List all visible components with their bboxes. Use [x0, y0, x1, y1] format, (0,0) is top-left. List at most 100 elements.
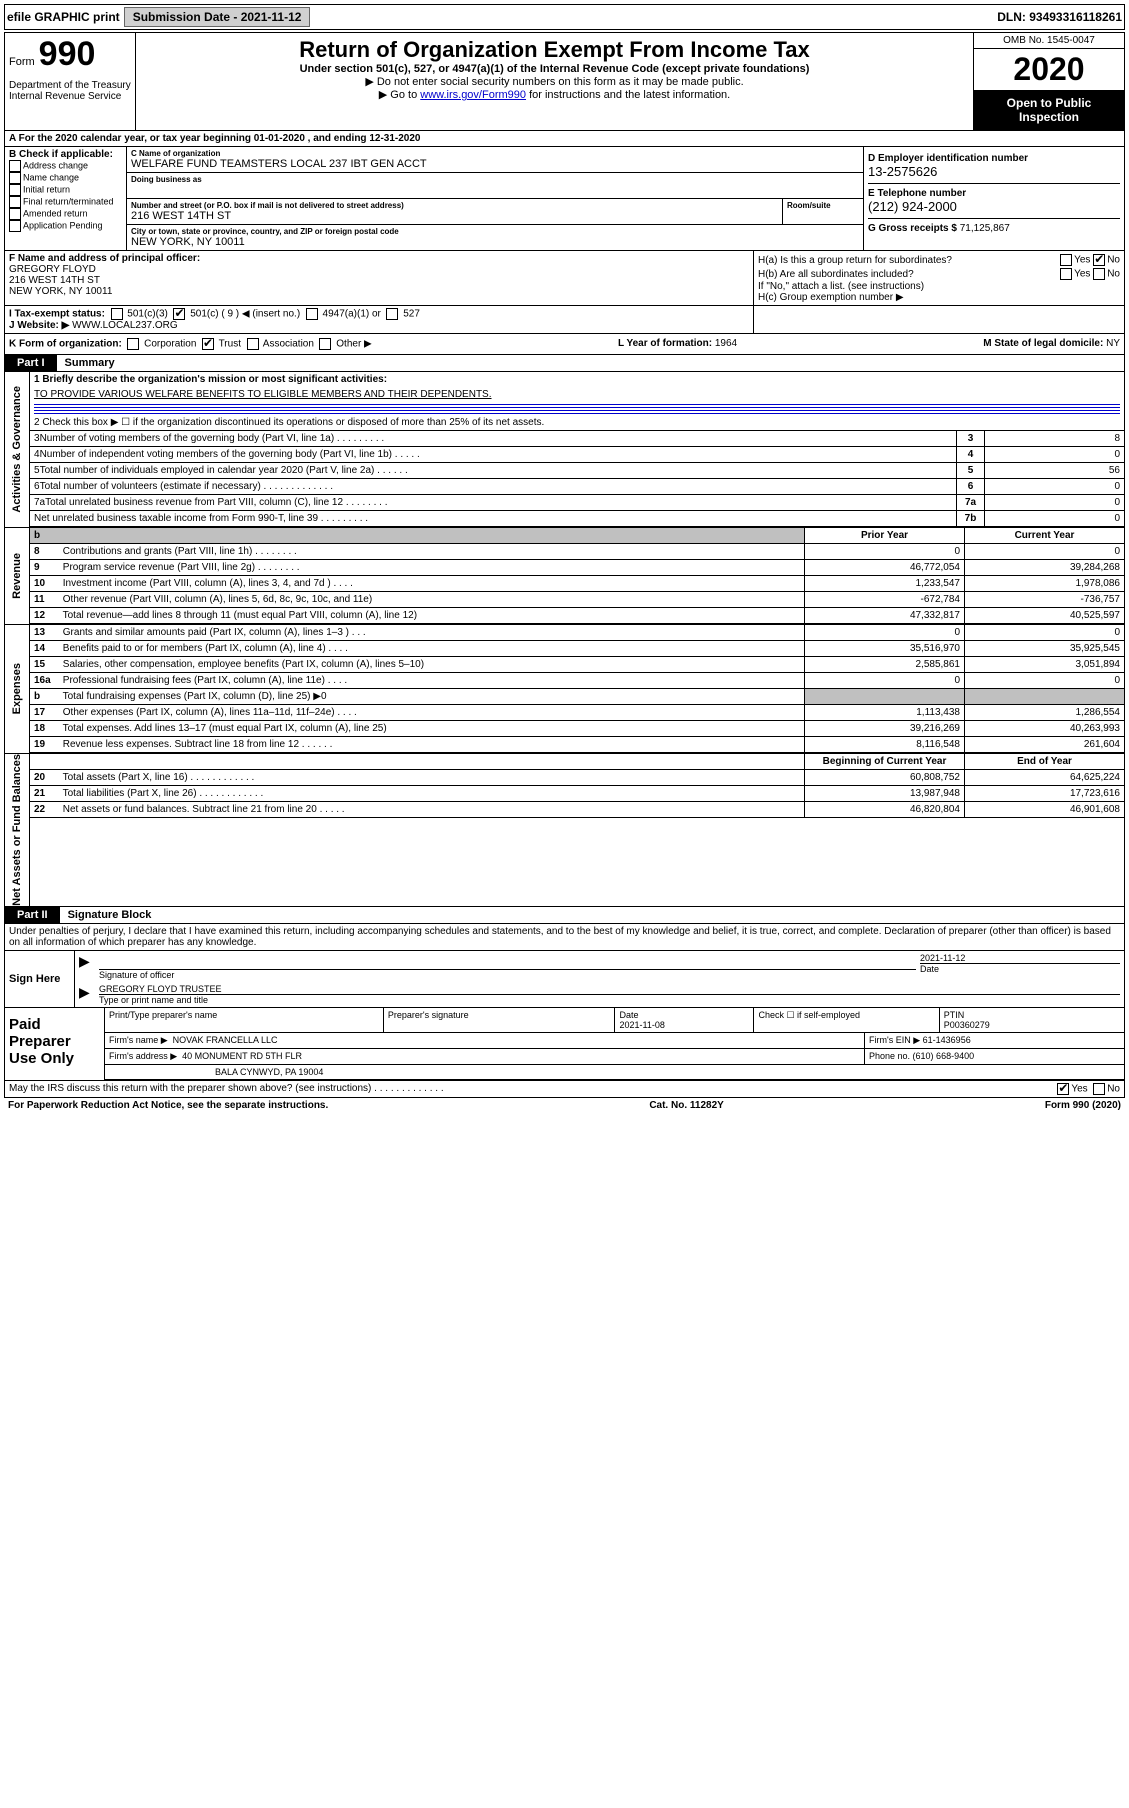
dba-value [131, 184, 859, 196]
form-footer: Form 990 (2020) [1045, 1100, 1121, 1111]
fin-row-curr: 261,604 [964, 737, 1124, 753]
fin-row-curr: 17,723,616 [964, 786, 1124, 802]
m-state: M State of legal domicile: NY [983, 338, 1120, 350]
fin-row-label: 19 Revenue less expenses. Subtract line … [30, 737, 804, 753]
preparer-block: Paid Preparer Use Only Print/Type prepar… [4, 1008, 1125, 1081]
form-word: Form [9, 56, 35, 68]
fin-row-prior: 1,233,547 [804, 576, 964, 592]
fin-row-curr: 35,925,545 [964, 641, 1124, 657]
pra-notice: For Paperwork Reduction Act Notice, see … [8, 1100, 328, 1111]
submission-date-btn[interactable]: Submission Date - 2021-11-12 [124, 7, 311, 27]
fin-row-curr: 46,901,608 [964, 802, 1124, 818]
cb-final-return[interactable]: Final return/terminated [9, 196, 122, 208]
fin-row-label: 15 Salaries, other compensation, employe… [30, 657, 804, 673]
gov-row-val: 56 [984, 463, 1124, 479]
line-1: 1 Briefly describe the organization's mi… [30, 372, 1124, 387]
rev-table: b Prior Year Current Year 8 Contribution… [30, 528, 1124, 624]
sig-date-label: Date [920, 963, 1120, 974]
hdr-curr: Current Year [964, 528, 1124, 544]
section-expenses: Expenses 13 Grants and similar amounts p… [4, 625, 1125, 754]
part2-title: Signature Block [68, 909, 152, 921]
street-value: 216 WEST 14TH ST [131, 210, 778, 222]
i-status: I Tax-exempt status: 501(c)(3) 501(c) ( … [5, 306, 754, 333]
cb-initial-return[interactable]: Initial return [9, 184, 122, 196]
fin-row-label: 13 Grants and similar amounts paid (Part… [30, 625, 804, 641]
form-num-990: 990 [39, 35, 96, 74]
fin-row-curr: 40,263,993 [964, 721, 1124, 737]
k-trust: Trust [219, 339, 241, 350]
firm-addr2: BALA CYNWYD, PA 19004 [105, 1065, 1124, 1080]
cat-no: Cat. No. 11282Y [649, 1100, 723, 1111]
discuss-yesno: Yes No [1057, 1083, 1120, 1095]
fin-row-curr: 40,525,597 [964, 608, 1124, 624]
street-label: Number and street (or P.O. box if mail i… [131, 201, 778, 210]
mission-text: TO PROVIDE VARIOUS WELFARE BENEFITS TO E… [30, 387, 1124, 402]
org-name: WELFARE FUND TEAMSTERS LOCAL 237 IBT GEN… [131, 158, 859, 170]
cb-name-change[interactable]: Name change [9, 172, 122, 184]
header-left: Form 990 Department of the Treasury Inte… [5, 33, 136, 130]
rev-blank: b [30, 528, 804, 544]
fin-row-label: 10 Investment income (Part VIII, column … [30, 576, 804, 592]
part1-title: Summary [65, 357, 115, 369]
typed-name-label: Type or print name and title [99, 994, 1120, 1005]
phone-label: E Telephone number [868, 188, 1120, 199]
row-klm: K Form of organization: Corporation Trus… [4, 334, 1125, 355]
na-hdr-prior: Beginning of Current Year [804, 754, 964, 770]
phone-value: (212) 924-2000 [868, 199, 1120, 214]
gov-row-num: 7a [956, 495, 984, 511]
return-title: Return of Organization Exempt From Incom… [142, 37, 967, 63]
vert-expenses: Expenses [5, 625, 30, 753]
section-governance: Activities & Governance 1 Briefly descri… [4, 372, 1125, 528]
gov-table: 3 Number of voting members of the govern… [30, 430, 1124, 527]
tax-year: 2020 [974, 49, 1124, 90]
city-value: NEW YORK, NY 10011 [131, 236, 859, 248]
k-assoc: Association [263, 339, 314, 350]
gross-label: G Gross receipts $ [868, 223, 960, 234]
gross-value: 71,125,867 [960, 223, 1010, 234]
fin-row-label: 9 Program service revenue (Part VIII, li… [30, 560, 804, 576]
firm-phone-lbl: Phone no. [869, 1051, 913, 1061]
gov-row-label: 7a Total unrelated business revenue from… [30, 495, 956, 511]
top-bar: efile GRAPHIC print Submission Date - 20… [4, 4, 1125, 30]
part2-header: Part II Signature Block [4, 907, 1125, 924]
fin-row-prior: 35,516,970 [804, 641, 964, 657]
na-table: Beginning of Current Year End of Year 20… [30, 754, 1124, 818]
f-officer: F Name and address of principal officer:… [5, 251, 754, 305]
firm-ein: 61-1436956 [923, 1035, 971, 1045]
na-hdr-curr: End of Year [964, 754, 1124, 770]
hc-label: H(c) Group exemption number ▶ [758, 292, 1120, 303]
cb-pending[interactable]: Application Pending [9, 220, 122, 232]
footer-row: For Paperwork Reduction Act Notice, see … [4, 1098, 1125, 1113]
org-name-label: C Name of organization [131, 149, 859, 158]
fin-row-prior: 0 [804, 673, 964, 689]
firm-name-row: Firm's name ▶ NOVAK FRANCELLA LLC Firm's… [105, 1033, 1124, 1049]
officer-addr2: NEW YORK, NY 10011 [9, 286, 112, 297]
col-c-org: C Name of organization WELFARE FUND TEAM… [127, 147, 864, 250]
irs-link[interactable]: www.irs.gov/Form990 [420, 89, 526, 101]
sig-officer-cell: Signature of officer [99, 953, 916, 980]
sig-name-cell: GREGORY FLOYD TRUSTEE Type or print name… [99, 984, 1120, 1005]
fin-row-prior: 1,113,438 [804, 705, 964, 721]
firm-phone: (610) 668-9400 [913, 1051, 975, 1061]
hb-label: H(b) Are all subordinates included? [758, 269, 914, 280]
gov-row-label: 4 Number of independent voting members o… [30, 447, 956, 463]
fin-row-curr: -736,757 [964, 592, 1124, 608]
fin-row-label: 22 Net assets or fund balances. Subtract… [30, 802, 804, 818]
firm-addr-row2: BALA CYNWYD, PA 19004 [105, 1065, 1124, 1080]
section-netassets: Net Assets or Fund Balances Beginning of… [4, 754, 1125, 907]
fin-row-label: 11 Other revenue (Part VIII, column (A),… [30, 592, 804, 608]
fin-row-label: 14 Benefits paid to or for members (Part… [30, 641, 804, 657]
gov-row-val: 0 [984, 447, 1124, 463]
dept-treasury: Department of the Treasury Internal Reve… [9, 80, 131, 102]
cb-address-change[interactable]: Address change [9, 160, 122, 172]
k-other: Other ▶ [336, 339, 371, 350]
i-501c: 501(c) ( 9 ) ◀ (insert no.) [190, 309, 300, 320]
fin-row-prior: -672,784 [804, 592, 964, 608]
fin-row-prior: 13,987,948 [804, 786, 964, 802]
na-blank [30, 754, 804, 770]
ein-value: 13-2575626 [868, 164, 1120, 179]
cb-amended[interactable]: Amended return [9, 208, 122, 220]
fin-row-curr: 0 [964, 673, 1124, 689]
fin-row-curr: 3,051,894 [964, 657, 1124, 673]
fin-row-curr: 1,978,086 [964, 576, 1124, 592]
